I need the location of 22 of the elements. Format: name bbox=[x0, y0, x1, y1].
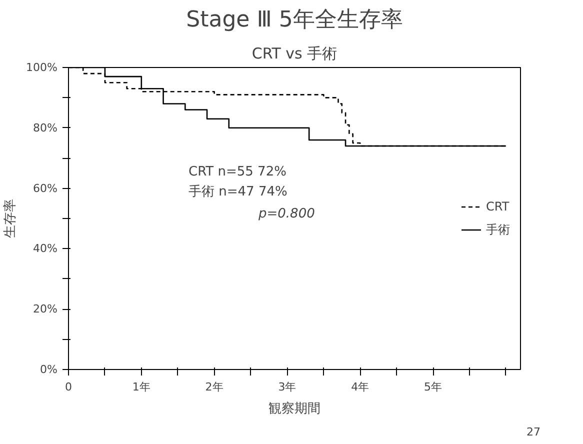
y-tick-label: 80% bbox=[33, 121, 58, 134]
x-tick-label: 3年 bbox=[278, 380, 296, 394]
x-tick-label: 1年 bbox=[132, 380, 150, 394]
annotation: p=0.800 bbox=[258, 206, 315, 222]
y-tick-label: 60% bbox=[33, 182, 58, 195]
x-tick-label: 2年 bbox=[205, 380, 224, 394]
legend-label: 手術 bbox=[486, 221, 510, 238]
y-tick-label: 0% bbox=[40, 363, 58, 376]
x-tick-label: 5年 bbox=[424, 380, 442, 394]
x-axis-title: 観察期間 bbox=[268, 400, 320, 416]
x-tick-label: 0 bbox=[65, 380, 72, 394]
y-tick-label: 40% bbox=[33, 242, 58, 256]
annotation: CRT n=55 72% bbox=[188, 164, 286, 180]
legend-label: CRT bbox=[486, 200, 510, 214]
annotation: 手術 n=47 74% bbox=[188, 184, 288, 200]
y-tick-label: 100% bbox=[26, 61, 58, 74]
y-tick-label: 20% bbox=[33, 302, 58, 316]
chart-subtitle: CRT vs 手術 bbox=[252, 44, 338, 62]
text: 27 bbox=[526, 426, 541, 438]
chart-title: Stage Ⅲ 5年全生存率 bbox=[186, 8, 403, 32]
y-axis-title: 生存率 bbox=[2, 199, 18, 238]
x-tick-label: 4年 bbox=[351, 380, 370, 394]
